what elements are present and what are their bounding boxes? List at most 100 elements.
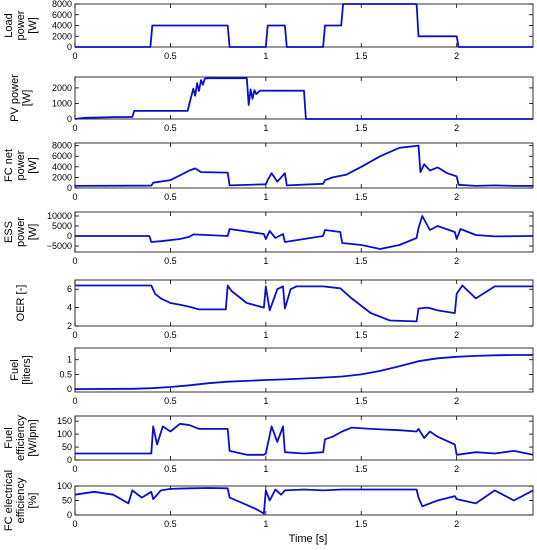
x-tick-label: 0.5 [164,519,177,529]
series-line-ess [75,215,534,250]
y-axis-label-line: efficiency [15,415,27,461]
x-tick-label: 0 [72,464,77,474]
y-axis-label-line: FC net [3,149,15,182]
x-tick-label: 0 [72,396,77,406]
y-axis-label-fuel: Fuel[liters] [9,355,33,384]
y-tick-label: 50 [62,496,72,506]
y-tick-label: 8000 [52,141,72,151]
x-tick-label: 1 [263,396,268,406]
y-axis-label-line: [W] [21,90,33,107]
y-tick-label: 0.5 [59,369,72,379]
x-tick-label: 1.5 [355,51,368,61]
panel-fc_eff: 0 50 100 0 0.5 1 1.5 2 FC electricalefficiency[%… [3,470,534,531]
y-tick-label: 0 [67,455,72,465]
y-tick-label: 2000 [52,83,72,93]
series-line-fuel_eff [75,422,534,456]
x-tick-label: 1 [263,123,268,133]
x-tick-label: 0.5 [164,464,177,474]
x-axis-label: Time [s] [289,533,328,545]
y-tick-label: 0 [67,384,72,394]
x-tick-label: 0.5 [164,51,177,61]
y-tick-label: −5000 [47,241,72,251]
x-tick-label: 1.5 [355,396,368,406]
x-tick-label: 1.5 [355,192,368,202]
x-tick-label: 2 [454,396,459,406]
panel-frame [74,3,534,48]
x-tick-label: 0 [72,192,77,202]
x-tick-label: 0.5 [164,123,177,133]
y-axis-label-line: [W] [27,224,39,241]
y-axis-label-fc: FC netpower[W] [3,149,39,182]
x-tick-label: 1.5 [355,464,368,474]
y-axis-label-line: [liters] [21,355,33,384]
y-tick-label: 2 [67,321,72,331]
x-tick-label: 1 [263,519,268,529]
series-line-fuel [74,354,533,390]
y-axis-label-line: OER [-] [15,285,27,322]
x-tick-label: 0.5 [164,192,177,202]
y-axis-label-line: FC electrical [3,470,15,531]
y-axis-label-line: [%] [27,493,39,509]
y-tick-label: 10000 [47,211,72,221]
y-axis-label-line: Fuel [3,427,15,448]
y-tick-label: 4000 [52,162,72,172]
y-tick-label: 1 [67,355,72,365]
x-tick-label: 0.5 [164,256,177,266]
y-tick-label: 0 [67,231,72,241]
x-tick-label: 2 [454,256,459,266]
y-tick-label: 6 [67,284,72,294]
y-axis-label-line: power [15,217,27,247]
y-axis-label-line: efficiency [15,477,27,523]
x-tick-label: 2 [454,123,459,133]
y-axis-label-line: Fuel [9,359,21,380]
y-axis-label-ess: ESSpower[W] [3,217,39,247]
x-tick-label: 1 [263,330,268,340]
y-tick-label: 4 [67,303,72,313]
series-line-oer [75,284,533,323]
x-tick-label: 0 [72,519,77,529]
y-tick-label: 6000 [52,151,72,161]
x-tick-label: 0.5 [164,396,177,406]
y-axis-label-line: [W] [27,157,39,174]
x-tick-label: 0 [72,51,77,61]
series-line-pv [74,77,533,120]
y-tick-label: 4000 [52,21,72,31]
x-tick-label: 1 [263,192,268,202]
y-axis-label-line: [W/lpm] [27,419,39,456]
y-axis-label-fc_eff: FC electricalefficiency[%] [3,470,39,531]
y-axis-label-line: power [15,150,27,180]
y-tick-label: 6000 [52,10,72,20]
y-tick-label: 150 [57,416,72,426]
x-tick-label: 0.5 [164,330,177,340]
y-axis-label-pv: PV power[W] [9,74,33,122]
y-tick-label: 5000 [52,221,72,231]
y-axis-label-load: Loadpower[W] [3,10,39,40]
y-tick-label: 8000 [52,0,72,9]
x-tick-label: 1.5 [355,123,368,133]
series-line-fc [74,144,533,187]
y-axis-label-fuel_eff: Fuelefficiency[W/lpm] [3,415,39,461]
y-tick-label: 2000 [52,31,72,41]
x-tick-label: 2 [454,519,459,529]
x-tick-label: 1.5 [355,330,368,340]
y-axis-label-line: Load [3,13,15,37]
y-tick-label: 0 [67,114,72,124]
panel-frame [74,211,534,253]
y-axis-label-line: [W] [27,17,39,34]
series-line-fc_eff [74,487,534,515]
x-tick-label: 2 [454,330,459,340]
x-tick-label: 1 [263,51,268,61]
x-tick-label: 0 [72,330,77,340]
y-tick-label: 50 [62,442,72,452]
panel-pv: 0 1000 2000 0 0.5 1 1.5 2 PV power[W] [9,74,534,133]
x-tick-label: 0 [72,123,77,133]
y-tick-label: 1000 [52,98,72,108]
panel-frame [74,347,534,393]
y-axis-label-line: PV power [9,74,21,122]
x-tick-label: 2 [454,464,459,474]
panel-fuel: 0 0.5 1 0 0.5 1 1.5 2 Fuel[liters] [9,347,534,406]
